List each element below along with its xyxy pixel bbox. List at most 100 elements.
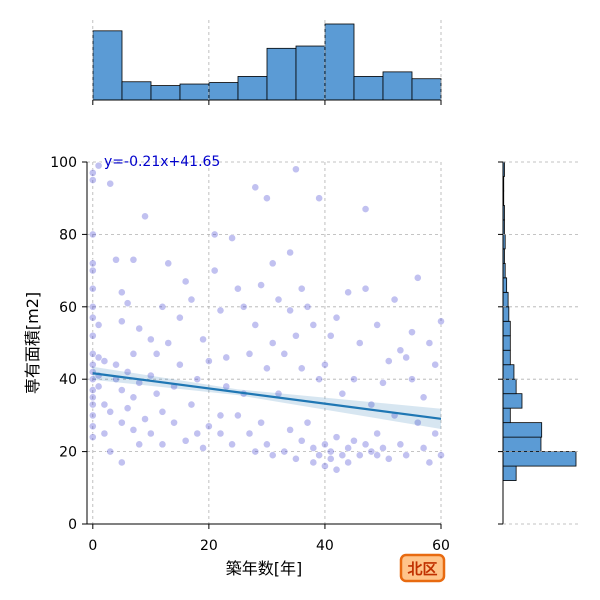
- scatter-point: [408, 375, 416, 384]
- scatter-point: [268, 259, 277, 268]
- scatter-point: [297, 284, 306, 293]
- scatter-point: [286, 248, 295, 257]
- scatter-point: [315, 375, 324, 384]
- x-hist-bar: [92, 30, 123, 101]
- scatter-point: [152, 389, 161, 398]
- scatter-point: [129, 425, 138, 434]
- x-hist-bar: [382, 71, 413, 101]
- scatter-point: [88, 230, 97, 239]
- scatter-point: [228, 234, 236, 242]
- y-hist-bar: [502, 291, 509, 308]
- scatter-point: [338, 451, 347, 460]
- scatter-point: [117, 386, 126, 394]
- scatter-point: [106, 179, 115, 188]
- y-hist-bar: [502, 364, 515, 380]
- scatter-point: [315, 194, 324, 203]
- scatter-point: [251, 447, 260, 456]
- region-badge-box: [399, 553, 446, 583]
- scatter-point: [216, 306, 225, 315]
- scatter-points: [88, 161, 445, 474]
- scatter-point: [164, 339, 173, 347]
- scatter-point: [332, 433, 341, 442]
- scatter-point: [361, 205, 370, 213]
- scatter-point: [373, 429, 382, 438]
- scatter-point: [251, 320, 260, 329]
- scatter-point: [129, 349, 138, 358]
- scatter-point: [88, 393, 97, 402]
- scatter-point: [292, 165, 300, 174]
- scatter-point: [268, 451, 277, 460]
- scatter-point: [233, 284, 242, 293]
- region-badge: 北区: [399, 553, 446, 583]
- regression-equation-label: y=-0.21x+41.65: [104, 154, 220, 170]
- scatter-point: [373, 320, 382, 329]
- scatter-point: [413, 418, 422, 427]
- y-tick-label: 20: [59, 445, 77, 461]
- y-hist-bar: [502, 320, 511, 337]
- scatter-point: [117, 458, 126, 467]
- scatter-point: [123, 299, 132, 308]
- scatter-point: [315, 451, 324, 460]
- x-hist-bar: [150, 85, 181, 101]
- scatter-point: [94, 161, 103, 170]
- scatter-point: [257, 281, 265, 289]
- y-hist-bar: [502, 378, 517, 395]
- scatter-point: [141, 212, 149, 221]
- x-hist-bar: [179, 83, 210, 101]
- scatter-point: [419, 393, 428, 402]
- scatter-point: [309, 444, 318, 452]
- scatter-point: [297, 364, 306, 373]
- scatter-point: [384, 357, 393, 365]
- x-tick-label: 0: [88, 538, 97, 554]
- scatter-point: [175, 360, 184, 369]
- x-tick-label: 60: [432, 538, 450, 554]
- scatter-point: [379, 378, 387, 387]
- scatter-point: [297, 436, 306, 445]
- scatter-point: [355, 451, 364, 460]
- scatter-point: [355, 339, 364, 347]
- y-hist-bar: [502, 349, 511, 366]
- scatter-point: [292, 331, 300, 340]
- x-hist-bar: [353, 76, 384, 101]
- scatter-point: [222, 353, 231, 362]
- x-axis-label: 築年数[年]: [226, 559, 303, 578]
- x-marginal-histogram: [92, 23, 442, 101]
- regression-confidence-band: [92, 366, 441, 429]
- scatter-point: [135, 324, 144, 333]
- scatter-point: [321, 360, 329, 369]
- y-hist-bar: [502, 451, 577, 467]
- scatter-point: [408, 328, 416, 337]
- scatter-point: [437, 451, 445, 460]
- scatter-point: [100, 357, 109, 365]
- x-hist-bar: [411, 78, 442, 101]
- y-hist-bar: [502, 465, 517, 481]
- scatter-point: [379, 444, 387, 452]
- scatter-point: [431, 360, 440, 369]
- scatter-point: [146, 335, 155, 344]
- y-hist-bar: [502, 335, 511, 351]
- scatter-point: [263, 194, 271, 203]
- scatter-point: [384, 454, 393, 463]
- y-tick-label: 80: [59, 227, 77, 243]
- scatter-point: [112, 255, 120, 264]
- scatter-point: [373, 451, 382, 460]
- scatter-point: [88, 259, 97, 268]
- scatter-point: [164, 259, 173, 268]
- scatter-point: [233, 411, 242, 420]
- scatter-point: [117, 317, 126, 326]
- scatter-point: [326, 454, 335, 463]
- scatter-point: [181, 277, 190, 286]
- region-badge-text: 北区: [407, 560, 437, 578]
- scatter-point: [367, 447, 376, 456]
- scatter-point: [216, 411, 225, 420]
- scatter-point: [286, 425, 295, 434]
- scatter-point: [216, 429, 225, 438]
- scatter-point: [199, 335, 207, 344]
- scatter-point: [332, 313, 341, 322]
- scatter-point: [210, 266, 219, 275]
- scatter-point: [94, 353, 103, 362]
- scatter-point: [344, 288, 353, 297]
- y-hist-bar: [502, 393, 523, 409]
- scatter-point: [88, 313, 97, 322]
